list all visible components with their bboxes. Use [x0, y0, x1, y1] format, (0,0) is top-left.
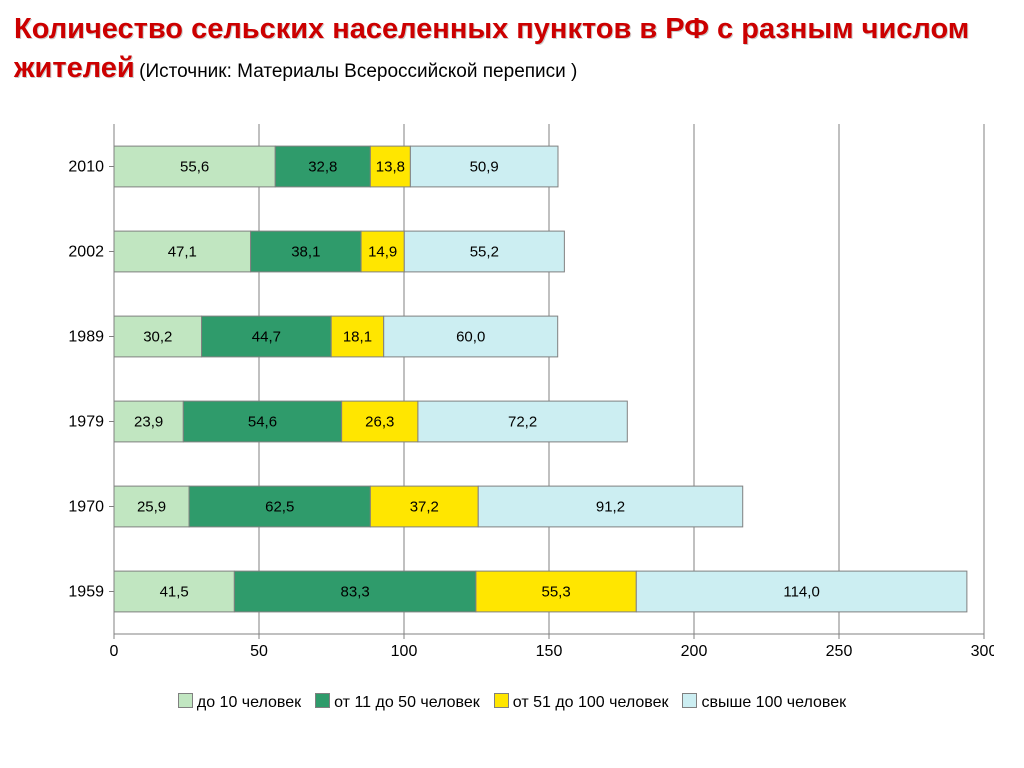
legend-swatch	[494, 693, 509, 708]
bar-value-label: 50,9	[470, 159, 499, 176]
page: Количество сельских населенных пунктов в…	[0, 0, 1024, 768]
legend-swatch	[682, 693, 697, 708]
bar-value-label: 47,1	[168, 244, 197, 261]
x-tick-label: 50	[250, 643, 268, 660]
bar-value-label: 37,2	[410, 499, 439, 516]
legend-item: свыше 100 человек	[668, 694, 846, 711]
x-tick-label: 0	[110, 643, 119, 660]
bar-value-label: 14,9	[368, 244, 397, 261]
bar-value-label: 83,3	[341, 584, 370, 601]
y-tick-label: 2002	[68, 244, 104, 261]
bar-value-label: 114,0	[783, 584, 819, 601]
legend-swatch	[178, 693, 193, 708]
legend-item: от 51 до 100 человек	[480, 694, 669, 711]
bar-value-label: 38,1	[291, 244, 320, 261]
bar-value-label: 91,2	[596, 499, 625, 516]
bar-value-label: 62,5	[265, 499, 294, 516]
bar-value-label: 44,7	[252, 329, 281, 346]
y-tick-label: 1970	[68, 499, 104, 516]
chart-area: 050100150200250300201055,632,813,850,920…	[54, 114, 980, 679]
stacked-bar-chart: 0 50 100 150 200 250 300 2010 55,6 32,8 13,8 50,9 20…	[54, 114, 994, 674]
bar-value-label: 72,2	[508, 414, 537, 431]
y-tick-label: 2010	[68, 159, 104, 176]
bar-value-label: 60,0	[456, 329, 485, 346]
legend-swatch	[315, 693, 330, 708]
bar-value-label: 54,6	[248, 414, 277, 431]
y-tick-label: 1989	[68, 329, 104, 346]
legend-item: от 11 до 50 человек	[301, 694, 480, 711]
x-tick-label: 150	[536, 643, 563, 660]
legend-label: до 10 человек	[197, 694, 301, 711]
x-tick-label: 100	[391, 643, 418, 660]
bar-value-label: 55,3	[542, 584, 571, 601]
bar-value-label: 41,5	[160, 584, 189, 601]
legend: до 10 человек от 11 до 50 человек от 51 до…	[14, 693, 1010, 712]
legend-label: от 11 до 50 человек	[334, 694, 480, 711]
bar-value-label: 25,9	[137, 499, 166, 516]
x-tick-label: 250	[826, 643, 853, 660]
bar-value-label: 23,9	[134, 414, 163, 431]
y-tick-label: 1979	[68, 414, 104, 431]
bar-value-label: 55,6	[180, 159, 209, 176]
y-tick-label: 1959	[68, 584, 104, 601]
legend-label: от 51 до 100 человек	[513, 694, 669, 711]
bar-value-label: 18,1	[343, 329, 372, 346]
x-tick-label: 200	[681, 643, 708, 660]
title-block: Количество сельских населенных пунктов в…	[14, 10, 1010, 88]
chart-source: (Источник: Материалы Всероссийской переп…	[139, 61, 577, 82]
bar-value-label: 55,2	[470, 244, 499, 261]
bar-value-label: 32,8	[308, 159, 337, 176]
bar-value-label: 13,8	[376, 159, 405, 176]
bar-value-label: 26,3	[365, 414, 394, 431]
legend-label: свыше 100 человек	[701, 694, 846, 711]
bar-value-label: 30,2	[143, 329, 172, 346]
legend-item: до 10 человек	[178, 694, 301, 711]
x-tick-label: 300	[971, 643, 994, 660]
